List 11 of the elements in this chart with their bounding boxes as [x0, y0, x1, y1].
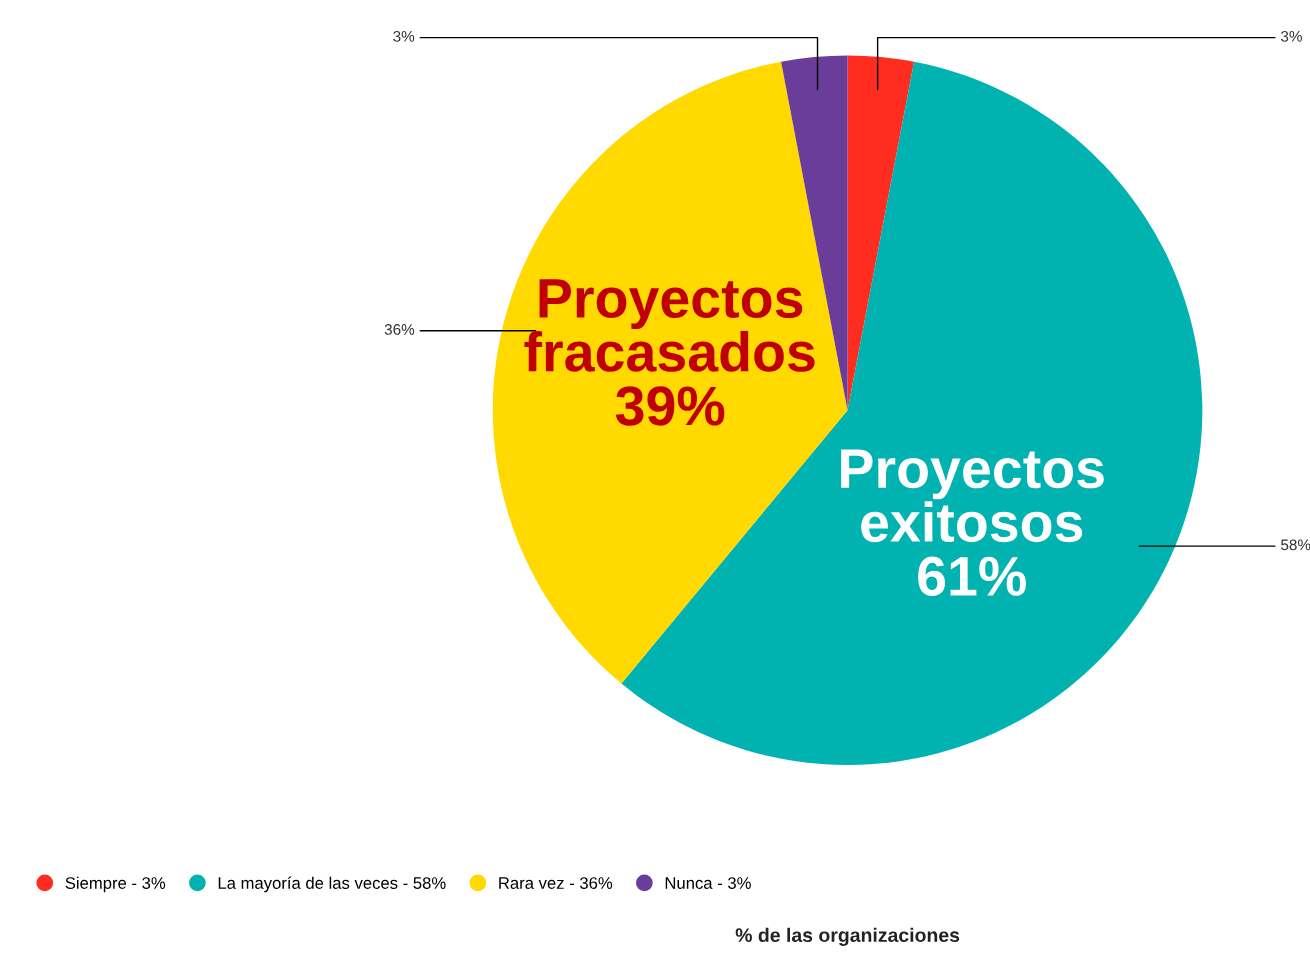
data-label: 58%	[1281, 539, 1310, 551]
text: % de las organizaciones	[735, 927, 960, 946]
data-label: 3%	[1280, 30, 1302, 42]
text: Proyectos exitosos 61%	[841, 449, 1104, 596]
legend-label: Rara vez - 36%	[499, 877, 613, 889]
legend-label: Nunca - 3%	[665, 877, 751, 889]
data-label: 36%	[384, 324, 415, 335]
text: Proyectos fracasados 39%	[524, 279, 815, 426]
legend-label: La mayoría de las veces - 58%	[218, 876, 446, 893]
legend-label: Siempre - 3%	[65, 876, 166, 893]
data-label: 3%	[393, 30, 415, 42]
